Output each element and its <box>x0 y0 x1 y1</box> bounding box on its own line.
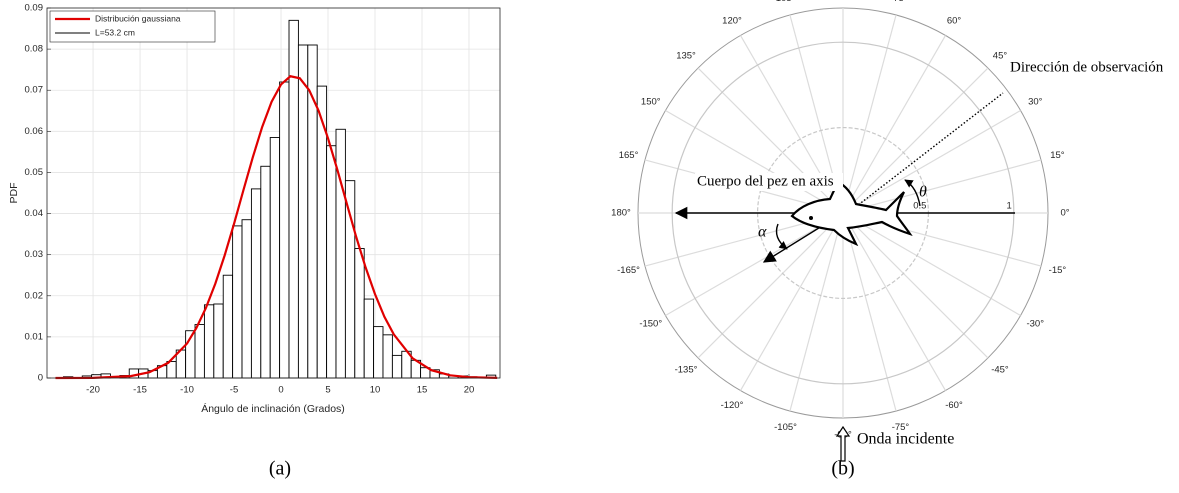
incident-wave-arrow <box>835 425 851 462</box>
x-tick-label: -5 <box>230 385 238 396</box>
histogram-bar <box>391 354 403 379</box>
histogram-bar <box>288 19 299 379</box>
angle-tick-label: 165° <box>619 150 639 161</box>
x-tick-label: 0 <box>278 385 283 396</box>
legend-label: Distribución gaussiana <box>95 13 181 23</box>
y-tick-label: 0.09 <box>25 3 44 14</box>
x-tick-label: 5 <box>325 385 330 396</box>
angle-tick-label: 30° <box>1028 97 1043 108</box>
x-tick-label: 15 <box>417 385 428 396</box>
diagram-overlay: Dirección de observación Cuerpo del pez e… <box>674 59 1164 462</box>
histogram-bar <box>250 188 262 379</box>
annotation-background <box>695 173 843 191</box>
histogram-bar <box>166 361 177 379</box>
angle-tick-label: 150° <box>641 97 661 108</box>
alpha-arc <box>775 223 788 250</box>
angle-tick-label: 60° <box>947 15 962 26</box>
density-curve <box>55 75 498 380</box>
angle-tick-label: 120° <box>722 15 742 26</box>
angle-tick-label: 75° <box>893 0 908 4</box>
histogram-bar <box>241 219 252 379</box>
histogram-bar <box>297 44 309 379</box>
fish-eye <box>809 216 813 220</box>
histogram-bar <box>354 248 365 379</box>
angle-tick-label: -120° <box>721 400 744 411</box>
angle-tick-label: -75° <box>892 422 910 433</box>
y-tick-label: 0.01 <box>25 331 44 342</box>
angle-tick-label: 0° <box>1060 208 1069 219</box>
histogram-bar <box>382 334 393 379</box>
annotation: Cuerpo del pez en axis <box>697 173 834 189</box>
annotation: Onda incidente <box>857 431 954 448</box>
histogram-bar <box>232 225 243 379</box>
y-tick-label: 0.02 <box>25 290 44 301</box>
angle-tick-label: -60° <box>945 400 963 411</box>
histogram-bar <box>213 303 224 379</box>
fish-body <box>790 180 913 247</box>
histogram-bar <box>269 137 281 379</box>
y-tick-label: 0.06 <box>25 126 44 137</box>
angle-tick-label: -45° <box>991 364 1009 375</box>
radial-tick-label: 1 <box>1007 201 1012 212</box>
y-tick-label: 0 <box>38 373 43 384</box>
angle-tick-label: -165° <box>617 265 640 276</box>
histogram-bar <box>279 81 290 379</box>
angle-tick-label: -135° <box>675 364 698 375</box>
angle-tick-label: -30° <box>1026 319 1044 330</box>
legend-box <box>49 10 216 43</box>
caption: (b) <box>831 458 854 480</box>
annotation: α <box>758 224 767 241</box>
histogram-bar <box>363 298 375 379</box>
angle-tick-label: -150° <box>639 319 662 330</box>
y-tick-label: 0.03 <box>25 249 44 260</box>
histogram-bar <box>260 165 271 379</box>
y-tick-label: 0.05 <box>25 167 44 178</box>
histogram-bar <box>194 324 205 379</box>
annotation: Dirección de observación <box>1010 59 1164 75</box>
x-tick-label: 20 <box>464 385 475 396</box>
caption: (a) <box>269 458 291 480</box>
angle-tick-label: 105° <box>776 0 796 4</box>
y-tick-label: 0.04 <box>25 208 44 219</box>
angle-tick-label: 15° <box>1050 150 1065 161</box>
angle-tick-label: 45° <box>993 51 1008 62</box>
legend-label: L=53.2 cm <box>95 27 135 37</box>
y-tick-label: 0.08 <box>25 44 44 55</box>
x-tick-label: 10 <box>370 385 381 396</box>
observation-line <box>852 92 1004 210</box>
axes-box <box>46 7 501 379</box>
angle-tick-label: -105° <box>774 422 797 433</box>
histogram-bar <box>222 274 234 379</box>
x-axis-label: Ángulo de inclinación (Grados) <box>201 402 345 415</box>
angle-tick-label: 180° <box>611 208 631 219</box>
x-tick-label: -15 <box>133 385 147 396</box>
x-tick-label: -10 <box>180 385 194 396</box>
y-axis-label: PDF <box>8 183 20 204</box>
angle-tick-label: 135° <box>676 51 696 62</box>
histogram-bar <box>326 145 337 379</box>
annotation: θ <box>919 184 927 201</box>
histogram-bar <box>203 304 215 379</box>
angle-tick-label: -15° <box>1049 265 1067 276</box>
histogram-bar <box>373 326 384 379</box>
x-tick-label: -20 <box>86 385 100 396</box>
y-tick-label: 0.07 <box>25 85 44 96</box>
histogram-bar <box>344 180 356 379</box>
theta-arc <box>904 179 921 207</box>
